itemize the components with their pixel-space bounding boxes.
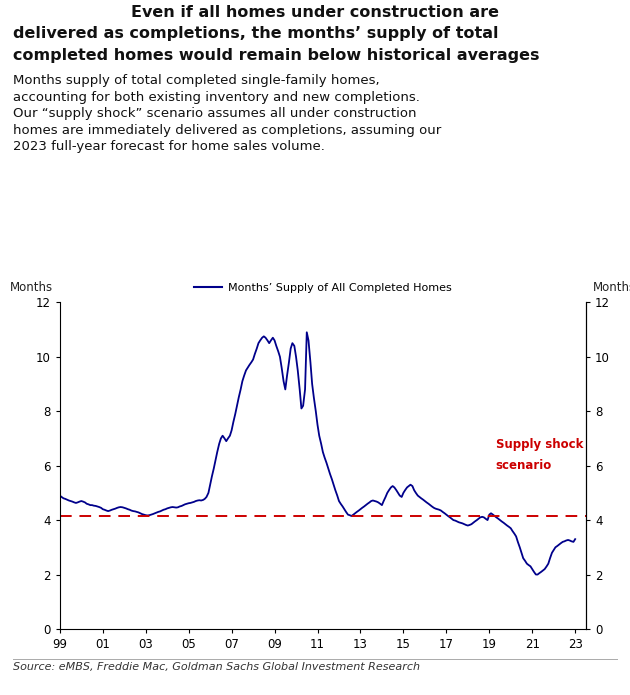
Text: Months: Months [10,281,53,294]
Text: Source: eMBS, Freddie Mac, Goldman Sachs Global Investment Research: Source: eMBS, Freddie Mac, Goldman Sachs… [13,662,420,671]
Text: delivered as completions, the months’ supply of total: delivered as completions, the months’ su… [13,26,498,42]
Text: completed homes would remain below historical averages: completed homes would remain below histo… [13,48,539,63]
Text: Supply shock: Supply shock [496,438,583,450]
Text: Even if all homes under construction are: Even if all homes under construction are [131,5,499,20]
Text: Months: Months [593,281,630,294]
Legend: Months’ Supply of All Completed Homes: Months’ Supply of All Completed Homes [194,284,452,293]
Text: Months supply of total completed single-family homes,
accounting for both existi: Months supply of total completed single-… [13,74,441,154]
Text: scenario: scenario [496,459,552,473]
